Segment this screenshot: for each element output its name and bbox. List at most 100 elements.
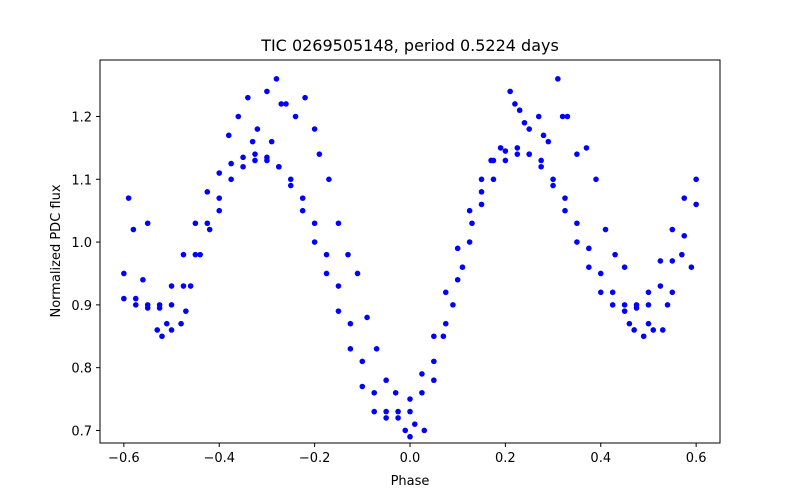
data-point [466, 207, 473, 214]
data-point [323, 251, 330, 258]
data-point [335, 220, 342, 227]
data-point [609, 302, 616, 308]
data-point [633, 305, 640, 311]
data-point [240, 154, 246, 161]
data-point [252, 151, 258, 157]
y-tick-label: 0.7 [71, 424, 92, 439]
x-tick-label: −0.4 [203, 451, 235, 466]
data-point [159, 333, 165, 340]
data-point [597, 289, 604, 296]
data-point [347, 320, 354, 327]
data-point [302, 94, 308, 101]
data-point [681, 195, 688, 201]
data-point [586, 264, 592, 271]
chart-title: TIC 0269505148, period 0.5224 days [260, 36, 559, 55]
data-point [130, 226, 137, 233]
data-point [354, 270, 361, 277]
y-axis-label: Normalized PDC flux [49, 184, 64, 317]
data-point [392, 389, 399, 396]
data-point [669, 289, 676, 296]
data-point [593, 176, 599, 183]
plot-frame [99, 59, 721, 444]
data-point [478, 176, 485, 183]
data-point [187, 283, 194, 289]
x-tick-label: −0.2 [299, 451, 331, 466]
data-point [645, 289, 652, 296]
data-point [657, 258, 664, 264]
data-point [287, 182, 294, 189]
data-point [540, 132, 547, 139]
data-point [197, 251, 203, 258]
data-point [204, 220, 211, 227]
data-point [440, 333, 447, 340]
data-point [359, 358, 366, 365]
data-point [254, 126, 261, 132]
data-point [311, 220, 318, 227]
data-point [454, 245, 461, 252]
y-tick-label: 1.1 [71, 173, 92, 188]
data-point [454, 276, 461, 283]
data-point [364, 314, 370, 321]
data-point [156, 305, 163, 311]
data-point [183, 308, 189, 314]
data-point [228, 176, 234, 183]
data-point [168, 283, 175, 289]
data-point [132, 302, 139, 308]
x-tick-label: −0.6 [108, 451, 140, 466]
data-point [693, 176, 699, 183]
data-point [178, 320, 184, 327]
data-point [555, 76, 561, 82]
data-point [612, 251, 618, 258]
data-point [283, 101, 289, 107]
y-axis: 0.7 0.8 0.9 1.0 1.1 1.2 [71, 111, 100, 439]
data-point [192, 251, 199, 258]
data-point [550, 176, 556, 183]
data-point [287, 176, 294, 183]
data-point [407, 408, 413, 415]
data-point [640, 333, 647, 340]
data-point [688, 264, 695, 271]
data-point [335, 308, 342, 314]
data-point [225, 132, 232, 139]
y-tick-label: 0.9 [71, 299, 92, 314]
x-axis: −0.6 −0.4 −0.2 0.0 0.2 0.4 0.6 [108, 443, 706, 466]
y-tick-label: 0.8 [71, 362, 92, 377]
data-point [383, 408, 389, 415]
plot-area [121, 76, 699, 440]
data-point [545, 138, 552, 145]
data-point [650, 327, 657, 333]
data-point [268, 138, 275, 145]
x-tick-label: 0.4 [590, 451, 611, 466]
data-point [235, 113, 242, 120]
data-point [245, 94, 251, 101]
data-point [574, 151, 580, 157]
data-point [299, 195, 306, 201]
data-point [538, 157, 544, 164]
data-point [516, 107, 523, 114]
data-point [311, 126, 318, 132]
data-point [383, 377, 389, 384]
data-point [407, 433, 413, 440]
data-point [180, 283, 187, 289]
data-point [574, 239, 580, 245]
data-point [602, 226, 609, 233]
y-tick-label: 1.2 [71, 111, 92, 126]
x-axis-label: Phase [391, 474, 430, 489]
data-point [228, 160, 234, 167]
data-point [383, 415, 389, 421]
data-point [502, 148, 509, 154]
data-point [669, 226, 676, 233]
data-point [669, 258, 676, 264]
data-point [693, 201, 699, 208]
data-point [562, 207, 568, 214]
data-point [659, 327, 666, 333]
data-point [345, 251, 351, 258]
data-point [597, 270, 604, 277]
data-point [419, 371, 425, 377]
data-point [144, 220, 151, 227]
data-point [526, 126, 533, 132]
data-point [609, 289, 616, 296]
data-point [140, 276, 146, 283]
